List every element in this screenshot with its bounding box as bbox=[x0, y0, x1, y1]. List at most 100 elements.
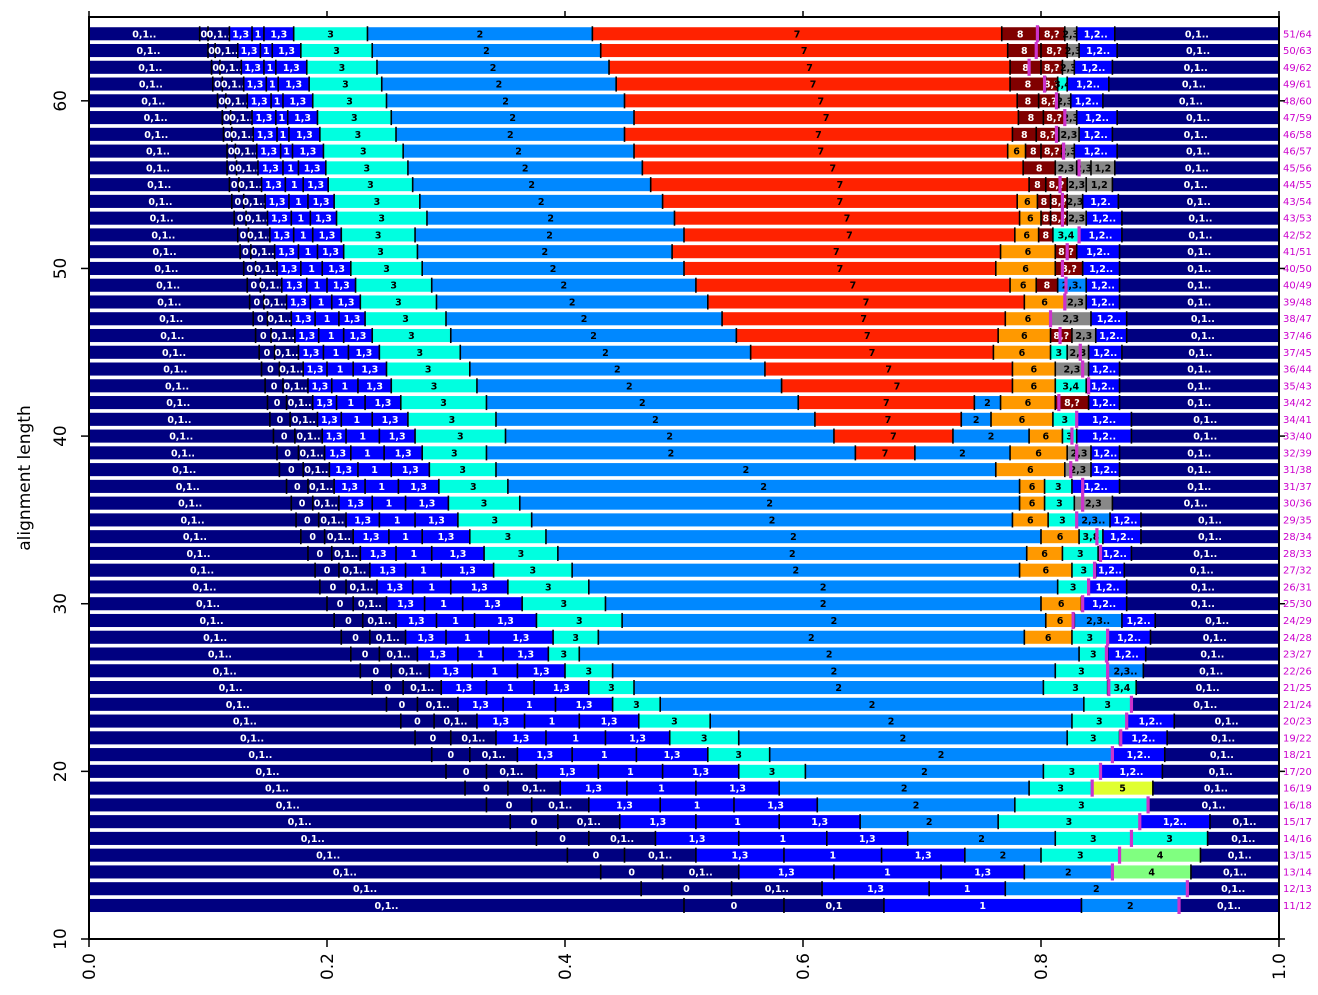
segment-label: 1,2.. bbox=[1093, 348, 1117, 359]
bar-segment bbox=[534, 681, 589, 695]
row-label: 26/31 bbox=[1283, 582, 1312, 593]
segment-label: 3 bbox=[1070, 582, 1077, 593]
bar-segment bbox=[1017, 94, 1039, 108]
segment-label: 0,1.. bbox=[151, 230, 175, 241]
bar-segment bbox=[291, 496, 313, 510]
bar-segment bbox=[279, 463, 304, 477]
bar-segment bbox=[436, 613, 475, 628]
bar-segment bbox=[362, 613, 397, 628]
bar-segment bbox=[1121, 211, 1279, 225]
segment-label: 1,3 bbox=[300, 147, 317, 158]
segment-label: 1,3 bbox=[283, 63, 300, 74]
segment-label: 1 bbox=[280, 130, 287, 141]
bar-segment bbox=[605, 731, 670, 745]
segment-label: 1,3 bbox=[492, 717, 509, 728]
bar-segment bbox=[881, 848, 965, 862]
bar-segment bbox=[89, 446, 278, 460]
bar-segment bbox=[346, 580, 377, 594]
segment-label: 1 bbox=[342, 381, 349, 392]
bar-segment bbox=[222, 77, 244, 91]
segment-label: 6 bbox=[1057, 616, 1064, 627]
bar-segment bbox=[662, 194, 1018, 208]
segment-label: 0 bbox=[277, 415, 284, 426]
row-label: 25/30 bbox=[1283, 599, 1312, 610]
segment-label: 2 bbox=[808, 633, 815, 644]
x-tick-label: 0.2 bbox=[318, 953, 338, 980]
bar-segment bbox=[89, 77, 213, 91]
axes-layer bbox=[88, 16, 1280, 940]
segment-label: 3,4 bbox=[1054, 80, 1071, 91]
bar-segment bbox=[1041, 848, 1120, 862]
segment-label: 1,3 bbox=[311, 381, 328, 392]
bar-segment bbox=[222, 111, 231, 125]
bar-segment bbox=[476, 379, 782, 393]
segment-label: 0,1.. bbox=[1202, 800, 1226, 811]
bar-segment bbox=[536, 613, 623, 628]
segment-label: 1,3 bbox=[296, 130, 313, 141]
segment-label: 0,1.. bbox=[334, 549, 358, 560]
bar-segment bbox=[1044, 496, 1075, 510]
bar-segment bbox=[338, 563, 370, 577]
bar-segment bbox=[312, 396, 337, 410]
segment-label: 0,1.. bbox=[1204, 784, 1228, 795]
row-label: 49/62 bbox=[1283, 63, 1312, 74]
segment-label: 2,3 bbox=[1056, 96, 1073, 107]
bar-segment bbox=[89, 27, 200, 41]
bar-segment bbox=[429, 664, 473, 678]
bar-segment bbox=[1029, 178, 1046, 192]
segment-label: 0,1.. bbox=[1203, 633, 1227, 644]
bar-segment bbox=[318, 328, 344, 343]
segment-label: 0,1.. bbox=[482, 750, 506, 761]
segment-label: 2 bbox=[820, 599, 827, 610]
segment-label: 3 bbox=[1057, 784, 1064, 795]
bar-segment bbox=[252, 27, 264, 41]
row-label: 42/52 bbox=[1283, 230, 1312, 241]
segment-label: 7 bbox=[806, 63, 813, 74]
bar-segment bbox=[1108, 77, 1279, 91]
segment-label: 1,3 bbox=[559, 767, 576, 778]
bar-segment bbox=[783, 848, 882, 862]
bar-segment bbox=[298, 161, 326, 175]
segment-label: 0 bbox=[463, 767, 470, 778]
segment-label: 1,2.. bbox=[1084, 147, 1108, 158]
segment-label: 3 bbox=[1055, 482, 1062, 493]
bar-segment bbox=[417, 245, 673, 259]
bar-segment bbox=[412, 580, 451, 594]
bar-segment bbox=[495, 731, 546, 745]
x-tick-label: 0.4 bbox=[556, 953, 576, 980]
bar-segment bbox=[1088, 345, 1122, 359]
segment-label: 7 bbox=[844, 214, 851, 225]
bar-segment bbox=[1007, 144, 1026, 158]
row-label: 30/36 bbox=[1283, 499, 1312, 510]
bar-segment bbox=[660, 798, 734, 812]
segment-label: 1 bbox=[440, 599, 447, 610]
bar-segment bbox=[341, 630, 370, 644]
bar-segment bbox=[1062, 60, 1075, 74]
bar-segment bbox=[298, 345, 324, 359]
bar-segment bbox=[391, 111, 635, 125]
bar-segment bbox=[255, 328, 272, 343]
row-label: 44/55 bbox=[1283, 180, 1312, 191]
segment-label: 0,1.. bbox=[248, 750, 272, 761]
bar-segment bbox=[396, 546, 432, 560]
segment-label: 0 bbox=[309, 532, 316, 543]
segment-label: 7 bbox=[818, 96, 825, 107]
bar-segment bbox=[293, 27, 368, 41]
bar-segment bbox=[486, 764, 537, 778]
segment-label: 1,3 bbox=[280, 264, 297, 275]
bar-segment bbox=[419, 194, 663, 208]
bar-segment bbox=[572, 748, 637, 762]
bar-segment bbox=[524, 714, 580, 728]
segment-label: 3 bbox=[375, 230, 382, 241]
bar-segment bbox=[275, 60, 307, 74]
segment-label: 3 bbox=[608, 683, 615, 694]
bar-segment bbox=[1055, 379, 1087, 393]
segment-label: 6 bbox=[1042, 432, 1049, 443]
bar-segment bbox=[1000, 396, 1056, 410]
bar-segment bbox=[1140, 530, 1279, 544]
bar-segment bbox=[1143, 664, 1279, 678]
segment-label: 0,1.. bbox=[288, 398, 312, 409]
row-43-54: 0,1.. 0 0,1.. 1,3 1 1,3 3 2 7 6 8 8,? 2,3 1,2. 0,1.. 43… bbox=[89, 192, 1312, 210]
bar-segment bbox=[360, 546, 397, 560]
row-label: 46/57 bbox=[1283, 147, 1312, 158]
